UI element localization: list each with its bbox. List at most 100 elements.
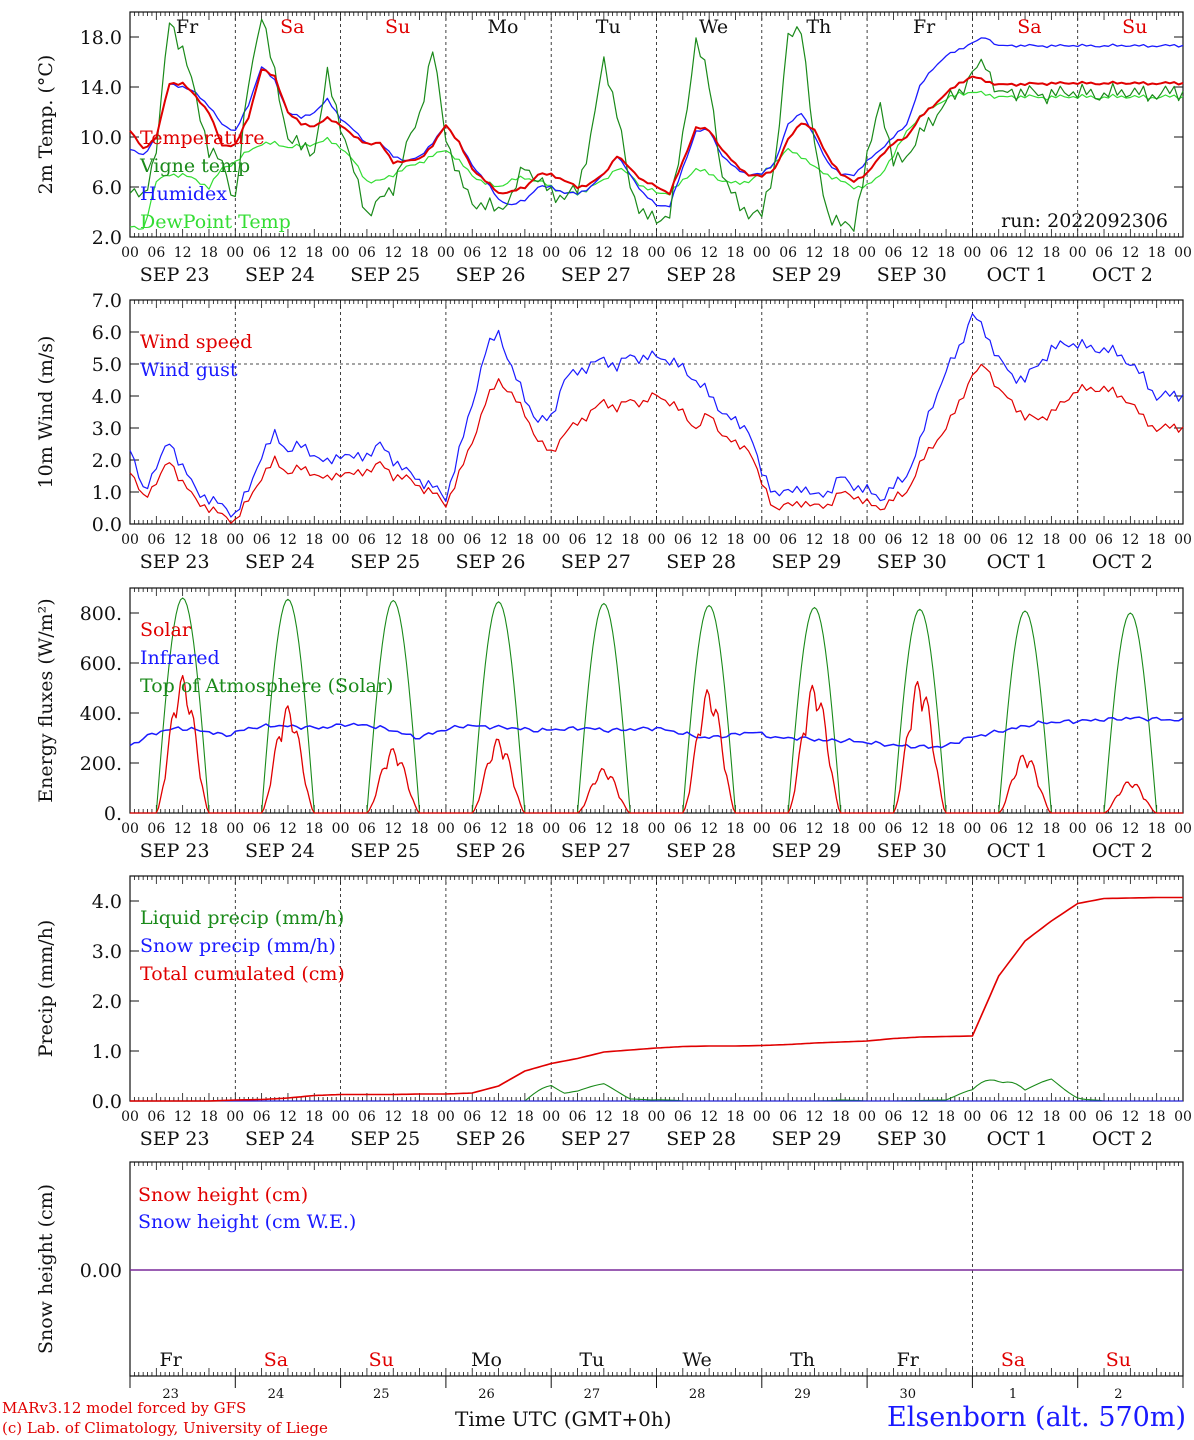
hour-tick-label: 18 <box>1148 1109 1166 1125</box>
hour-tick-label: 00 <box>753 245 771 261</box>
series-solar <box>130 674 1183 814</box>
hour-tick-label: 00 <box>1174 1109 1192 1125</box>
date-label: SEP 29 <box>772 264 842 286</box>
weekday-label: Th <box>790 1349 815 1371</box>
legend-temperature: Temperature <box>140 127 264 149</box>
date-label: SEP 26 <box>456 1128 526 1150</box>
hour-tick-label: 18 <box>1148 532 1166 548</box>
hour-tick-label: 00 <box>121 245 139 261</box>
ytick-label: 3.0 <box>92 418 122 440</box>
panel-2-xticks <box>129 588 1184 813</box>
series-wind-speed <box>129 363 1184 524</box>
hour-tick-label: 00 <box>1174 821 1192 837</box>
legend-humidex: Humidex <box>140 183 227 205</box>
weekday-label: Su <box>1106 1349 1131 1371</box>
hour-tick-label: 12 <box>806 532 824 548</box>
panel-4-xticks <box>129 1162 1184 1376</box>
hour-tick-label: 06 <box>569 821 587 837</box>
ytick-label: 400. <box>80 703 122 725</box>
weekday-label: Th <box>806 16 831 38</box>
hour-tick-label: 18 <box>1042 245 1060 261</box>
hour-tick-label: 06 <box>885 821 903 837</box>
hour-tick-label: 00 <box>963 1109 981 1125</box>
weekday-label: Tu <box>596 16 621 38</box>
date-label: OCT 1 <box>987 551 1048 573</box>
hour-tick-label: 12 <box>700 821 718 837</box>
hour-tick-label: 12 <box>1121 532 1139 548</box>
weekday-label: We <box>699 16 728 38</box>
hour-tick-label: 12 <box>174 821 192 837</box>
ytick-label: 2.0 <box>92 227 122 249</box>
day-ticks-bottom <box>129 1376 1184 1388</box>
hour-tick-label: 00 <box>542 1109 560 1125</box>
y-axis-title: Snow height (cm) <box>35 1184 57 1354</box>
ytick-label: 200. <box>80 753 122 775</box>
weekday-label: Sa <box>1001 1349 1025 1371</box>
hour-tick-label: 12 <box>595 1109 613 1125</box>
hour-tick-label: 06 <box>358 821 376 837</box>
hour-tick-label: 12 <box>700 532 718 548</box>
date-label: SEP 23 <box>140 1128 210 1150</box>
hour-tick-label: 00 <box>226 821 244 837</box>
hour-tick-label: 18 <box>411 1109 429 1125</box>
date-label: SEP 25 <box>350 264 420 286</box>
date-label: OCT 2 <box>1092 1128 1153 1150</box>
date-label: SEP 23 <box>140 264 210 286</box>
weekday-label: Sa <box>264 1349 288 1371</box>
hour-tick-label: 18 <box>200 532 218 548</box>
hour-tick-label: 00 <box>858 245 876 261</box>
model-credit: MARv3.12 model forced by GFS <box>2 1399 247 1417</box>
ytick-label: 0.0 <box>92 514 122 536</box>
hour-tick-label: 06 <box>885 1109 903 1125</box>
hour-tick-label: 12 <box>490 532 508 548</box>
series-wind-gust <box>129 313 1184 518</box>
hour-tick-label: 18 <box>411 532 429 548</box>
ytick-label: 3.0 <box>92 941 122 963</box>
day-number-label: 28 <box>689 1387 706 1402</box>
series-humidex <box>129 37 1184 208</box>
hour-tick-label: 12 <box>1121 245 1139 261</box>
date-label: SEP 23 <box>140 840 210 862</box>
hour-tick-label: 18 <box>621 1109 639 1125</box>
weekday-label: Fr <box>913 16 936 38</box>
date-label: SEP 25 <box>350 551 420 573</box>
ytick-label: 2.0 <box>92 450 122 472</box>
hour-tick-label: 18 <box>1042 1109 1060 1125</box>
hour-tick-label: 18 <box>937 1109 955 1125</box>
hour-tick-label: 18 <box>1148 821 1166 837</box>
hour-tick-label: 18 <box>200 821 218 837</box>
hour-tick-label: 12 <box>806 821 824 837</box>
ytick-label: 1.0 <box>92 1041 122 1063</box>
hour-tick-label: 12 <box>806 245 824 261</box>
date-label: SEP 23 <box>140 551 210 573</box>
panel-1-xticks <box>129 300 1184 524</box>
hour-tick-label: 06 <box>779 1109 797 1125</box>
weekday-label: Fr <box>160 1349 183 1371</box>
panel-2-frame <box>129 587 1184 814</box>
ytick-label: 2.0 <box>92 991 122 1013</box>
hour-tick-label: 12 <box>490 1109 508 1125</box>
weekday-label: Mo <box>487 16 518 38</box>
hour-tick-label: 12 <box>700 1109 718 1125</box>
legend-total-cumulated-cm-: Total cumulated (cm) <box>140 963 345 985</box>
hour-tick-label: 18 <box>1042 532 1060 548</box>
y-axis-title: 2m Temp. (°C) <box>35 55 57 195</box>
hour-tick-label: 06 <box>779 821 797 837</box>
hour-tick-label: 12 <box>700 245 718 261</box>
hour-tick-label: 06 <box>358 245 376 261</box>
day-number-label: 26 <box>478 1387 495 1402</box>
hour-tick-label: 06 <box>463 821 481 837</box>
hour-tick-label: 18 <box>411 821 429 837</box>
hour-tick-label: 06 <box>674 245 692 261</box>
hour-tick-label: 12 <box>1121 1109 1139 1125</box>
day-number-label: 23 <box>162 1387 179 1402</box>
hour-tick-label: 12 <box>1016 1109 1034 1125</box>
hour-tick-label: 06 <box>358 1109 376 1125</box>
legend-liquid-precip-mm-h-: Liquid precip (mm/h) <box>140 907 344 929</box>
ytick-label: 10.0 <box>80 127 122 149</box>
hour-tick-label: 00 <box>858 821 876 837</box>
hour-tick-label: 12 <box>595 245 613 261</box>
date-label: SEP 28 <box>666 264 736 286</box>
hour-tick-label: 00 <box>226 245 244 261</box>
hour-tick-label: 06 <box>990 245 1008 261</box>
